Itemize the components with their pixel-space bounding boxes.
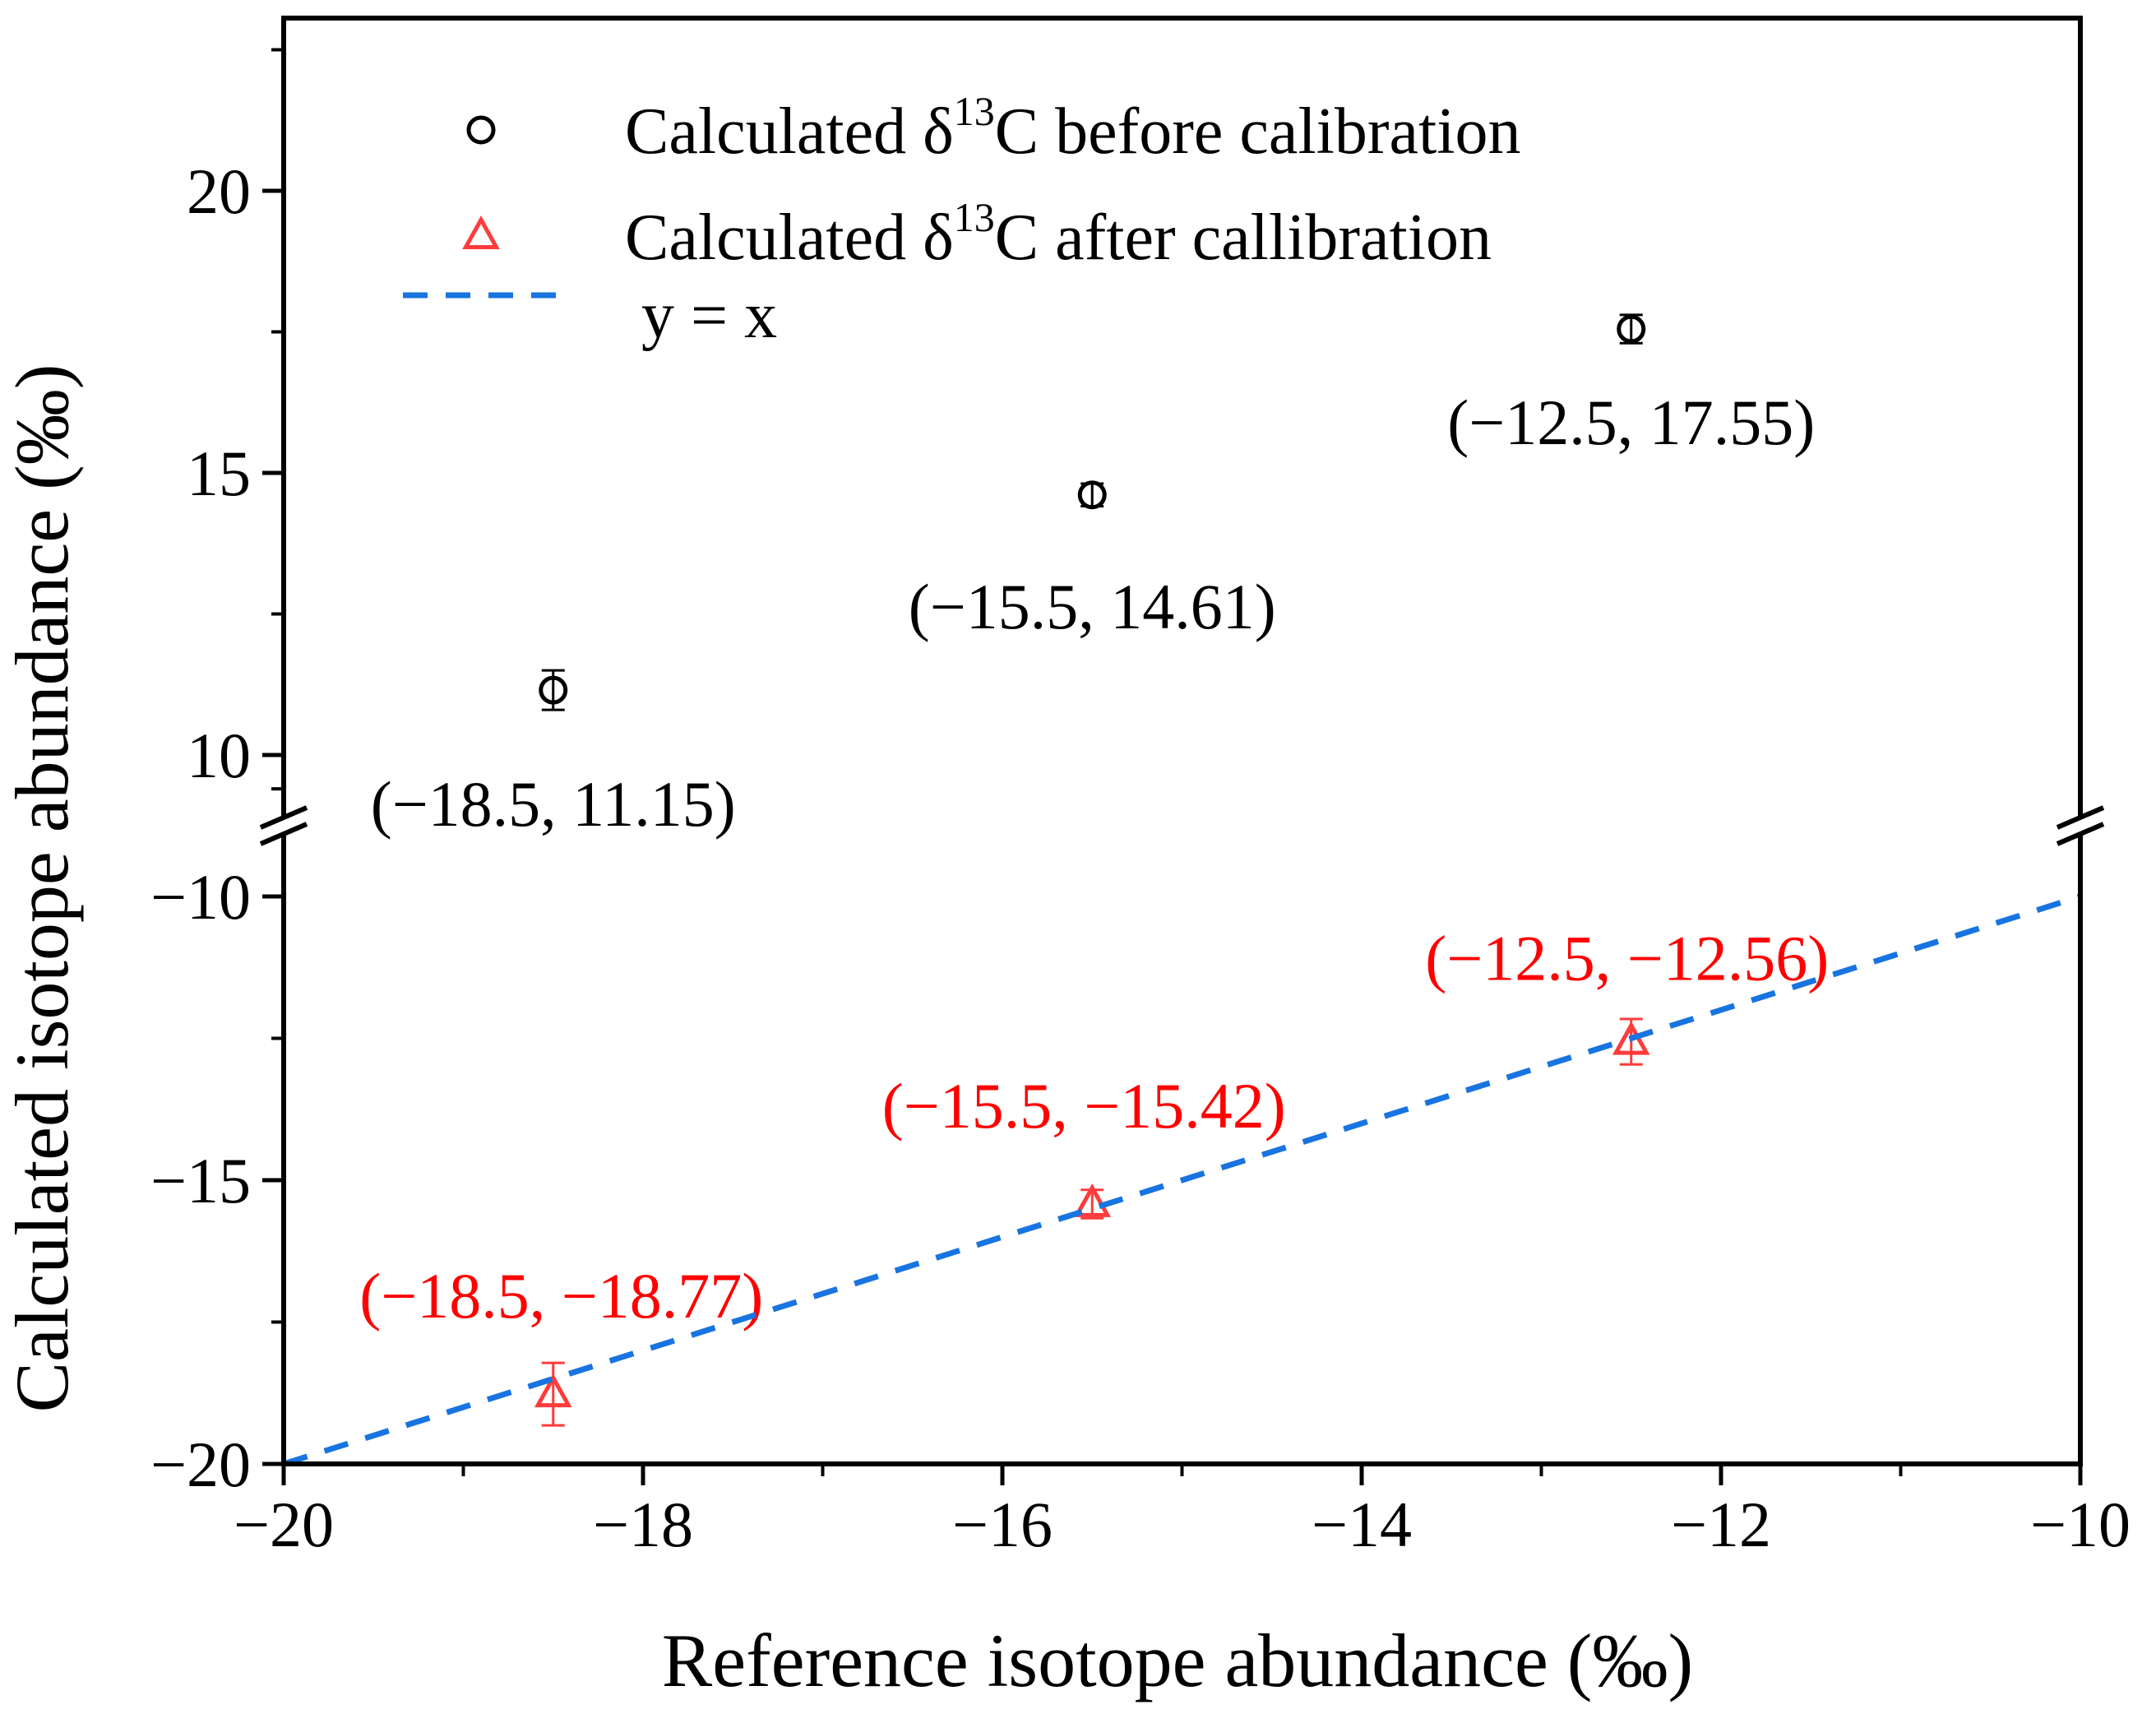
legend-label-suffix: C after callibration (995, 201, 1492, 274)
x-tick-label: −10 (2030, 1489, 2131, 1560)
legend-label-sup: 13 (954, 88, 995, 134)
data-point-after (1073, 1183, 1112, 1217)
x-tick-label: −12 (1671, 1489, 1771, 1560)
data-label: (−18.5, 11.15) (371, 768, 736, 840)
x-tick-label: −14 (1312, 1489, 1412, 1560)
legend-label-prefix: Calculated δ (625, 201, 954, 274)
data-point-after (1612, 1021, 1650, 1055)
y-tick-label: −15 (150, 1145, 251, 1216)
y-axis-title: Calculated isotope abundance (‰) (0, 364, 84, 1413)
axis-break-mark (2056, 805, 2105, 830)
legend-label-suffix: C before calibration (995, 95, 1521, 168)
legend-label: y = x (641, 280, 777, 352)
legend: Calculated δ13C before calibrationCalcul… (403, 88, 1521, 352)
data-label: (−12.5, 17.55) (1447, 387, 1815, 458)
data-point-before (1617, 314, 1646, 344)
data-label: (−15.5, 14.61) (909, 571, 1276, 642)
legend-label-sup: 13 (954, 194, 995, 240)
axis-break-mark (259, 822, 308, 846)
data-label: (−12.5, −12.56) (1425, 923, 1829, 994)
x-tick-label: −20 (234, 1489, 334, 1560)
y-tick-label: 20 (187, 155, 251, 227)
data-point-after (534, 1373, 572, 1408)
plot-area: (−18.5, 11.15) (−15.5, 14.61) (−12.5, 17.5… (282, 313, 2082, 1467)
legend-label: Calculated δ13C before calibration (625, 88, 1521, 168)
data-label: (−15.5, −15.42) (882, 1070, 1286, 1142)
data-point-before (1077, 480, 1107, 510)
axis-break-mark (259, 805, 308, 830)
legend-label: Calculated δ13C after callibration (625, 194, 1492, 274)
x-tick-label: −16 (952, 1489, 1053, 1560)
y-tick-label: 15 (187, 438, 251, 509)
y-tick-label: −20 (150, 1429, 251, 1500)
axes: −20 −18 −16 −14 −12 −10 10 15 20 −20 −15 −10 (150, 16, 2131, 1560)
data-label: (−18.5, −18.77) (359, 1260, 763, 1332)
y-tick-label: −10 (150, 861, 251, 933)
data-point-before (539, 675, 568, 705)
axis-break-mark (2056, 822, 2105, 846)
legend-marker-triangle (462, 215, 500, 249)
y-tick-label: 10 (187, 720, 251, 791)
x-axis-title: Reference isotope abundance (‰) (662, 1619, 1693, 1702)
yx-reference-line (282, 893, 2082, 1467)
legend-marker-circle (466, 115, 496, 145)
legend-label-prefix: Calculated δ (625, 95, 954, 168)
x-tick-label: −18 (593, 1489, 693, 1560)
